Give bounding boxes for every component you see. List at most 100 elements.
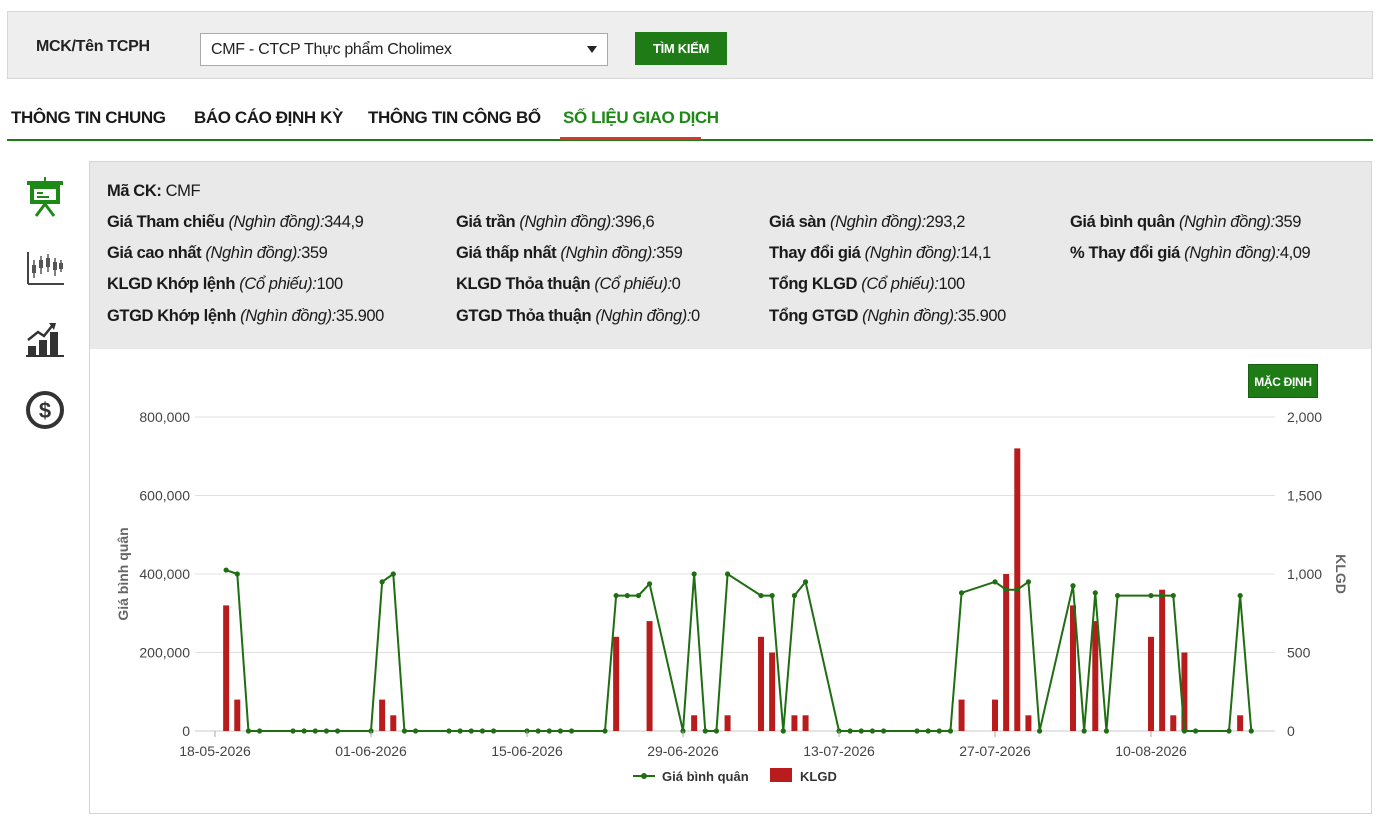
price-point: [379, 579, 385, 585]
x-tick-label: 29-06-2026: [647, 743, 719, 759]
company-select[interactable]: CMF - CTCP Thực phẩm Cholimex: [200, 33, 608, 66]
volume-bar: [758, 636, 764, 731]
gia-san: Giá sàn (Nghìn đồng):293,2: [769, 213, 965, 231]
y-left-tick-label: 600,000: [139, 488, 190, 504]
price-point: [457, 728, 463, 734]
volume-bar: [1181, 652, 1188, 731]
price-point: [256, 728, 263, 734]
search-button[interactable]: TÌM KIẾM: [635, 32, 727, 65]
price-point: [1148, 592, 1154, 599]
price-point: [568, 728, 575, 734]
volume-bar: [646, 621, 653, 731]
price-point: [724, 571, 731, 577]
price-point: [546, 728, 552, 734]
price-point: [702, 728, 708, 734]
default-zoom-button[interactable]: MẶC ĐỊNH: [1248, 364, 1318, 398]
klgd-thoa-thuan: KLGD Thỏa thuận (Cổ phiếu):0: [456, 275, 681, 293]
tab-thong-tin-cong-bo[interactable]: THÔNG TIN CÔNG BỐ: [368, 108, 541, 127]
x-tick-label: 01-06-2026: [335, 743, 407, 759]
x-tick-label: 27-07-2026: [959, 743, 1031, 759]
y-right-tick-label: 1,500: [1287, 488, 1322, 504]
legend-label-price: Giá bình quân: [662, 769, 749, 784]
price-point: [290, 728, 296, 734]
price-point: [646, 581, 653, 587]
volume-bar: [724, 715, 731, 731]
chart-panel: [89, 349, 1372, 814]
price-point: [301, 728, 307, 734]
search-label: MCK/Tên TCPH: [36, 38, 150, 55]
price-point: [1192, 728, 1199, 734]
y-right-tick-label: 500: [1287, 645, 1311, 661]
price-point: [880, 728, 887, 734]
y-right-tick-label: 0: [1287, 723, 1295, 739]
price-point: [613, 592, 619, 599]
price-point: [223, 567, 229, 573]
tong-gtgd: Tổng GTGD (Nghìn đồng):35.900: [769, 307, 1006, 325]
price-point: [802, 579, 809, 585]
price-point: [858, 728, 864, 734]
active-tab-indicator: [560, 137, 701, 140]
price-point: [1070, 583, 1076, 589]
x-tick-label: 18-05-2026: [179, 743, 251, 759]
price-point: [490, 728, 497, 734]
klgd-khop-lenh: KLGD Khớp lệnh (Cổ phiếu):100: [107, 275, 343, 293]
volume-bar: [1148, 636, 1154, 731]
price-point: [1025, 579, 1032, 585]
price-point: [958, 590, 965, 596]
tab-so-lieu-giao-dich[interactable]: SỐ LIỆU GIAO DỊCH: [563, 108, 719, 127]
price-point: [1036, 728, 1043, 734]
price-point: [947, 728, 954, 734]
candlestick-chart-icon[interactable]: [24, 248, 66, 290]
tab-bao-cao-dinh-ky[interactable]: BÁO CÁO ĐỊNH KỲ: [194, 108, 343, 127]
price-point: [234, 571, 240, 577]
price-point: [1170, 592, 1176, 599]
price-point: [1081, 728, 1087, 734]
price-point: [635, 592, 642, 599]
chevron-down-icon[interactable]: [587, 46, 597, 53]
price-point: [323, 728, 330, 734]
volume-bar: [1170, 715, 1177, 731]
volume-bar: [802, 715, 809, 731]
search-bar: MCK/Tên TCPH CMF - CTCP Thực phẩm Cholim…: [7, 11, 1373, 79]
bar-growth-icon[interactable]: [24, 318, 66, 360]
volume-bar: [769, 652, 776, 731]
price-point: [1248, 728, 1254, 734]
presentation-icon[interactable]: [24, 176, 66, 218]
company-select-value: CMF - CTCP Thực phẩm Cholimex: [211, 41, 452, 58]
volume-bar: [1003, 574, 1010, 731]
gia-tran: Giá trần (Nghìn đồng):396,6: [456, 213, 655, 231]
gtgd-thoa-thuan: GTGD Thỏa thuận (Nghìn đồng):0: [456, 307, 700, 325]
price-point: [245, 728, 252, 734]
price-point: [602, 728, 608, 734]
price-point: [412, 728, 419, 734]
x-tick-label: 10-08-2026: [1115, 743, 1187, 759]
price-point: [479, 728, 486, 734]
price-point: [446, 728, 452, 734]
volume-bar: [791, 715, 798, 731]
dollar-coin-icon[interactable]: $: [24, 389, 66, 431]
volume-bar: [1070, 605, 1076, 731]
volume-bar: [992, 699, 998, 731]
volume-bar: [1025, 715, 1032, 731]
x-tick-label: 15-06-2026: [491, 743, 563, 759]
price-point: [535, 728, 541, 734]
volume-bar: [1092, 621, 1099, 731]
price-point: [769, 592, 775, 599]
y-left-axis-title: Giá bình quân: [115, 527, 131, 620]
volume-bar: [1159, 589, 1166, 731]
y-right-axis-title: KLGD: [1333, 554, 1349, 594]
price-point: [758, 592, 764, 599]
legend-line-marker: [641, 773, 647, 779]
price-point: [691, 571, 697, 577]
thay-doi-gia: Thay đổi giá (Nghìn đồng):14,1: [769, 244, 991, 262]
price-point: [468, 728, 474, 734]
tab-thong-tin-chung[interactable]: THÔNG TIN CHUNG: [11, 108, 166, 127]
tab-bar: THÔNG TIN CHUNG BÁO CÁO ĐỊNH KỲ THÔNG TI…: [7, 98, 1373, 141]
y-left-tick-label: 0: [182, 723, 190, 739]
tong-klgd: Tổng KLGD (Cổ phiếu):100: [769, 275, 965, 293]
price-point: [1181, 728, 1188, 734]
y-left-tick-label: 200,000: [139, 645, 190, 661]
volume-bar: [691, 715, 698, 731]
volume-bar: [390, 715, 397, 731]
